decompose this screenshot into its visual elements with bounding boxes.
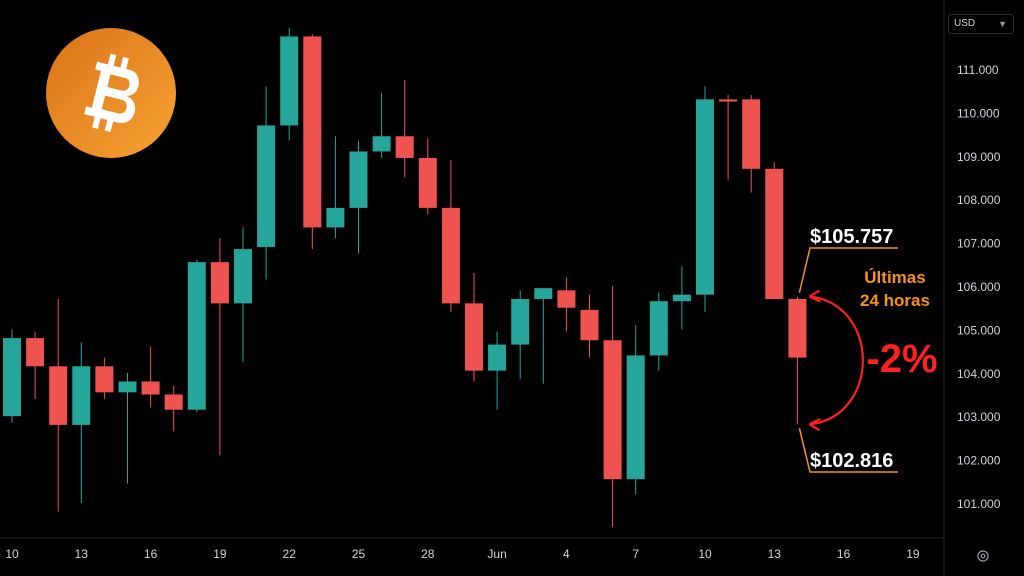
candle-body [788, 299, 807, 358]
y-tick-label: 111.000 [957, 63, 999, 77]
candle-body [672, 294, 691, 302]
x-tick-label: 13 [768, 547, 782, 561]
candle-body [3, 338, 21, 417]
x-tick-label: 4 [563, 547, 570, 561]
y-tick-label: 101.000 [957, 497, 1001, 511]
candle-body [95, 366, 114, 393]
y-tick-label: 108.000 [957, 193, 1001, 207]
candle-body [49, 366, 68, 425]
candle-body [164, 394, 183, 410]
candle-body [257, 125, 276, 247]
period-label-line2: 24 horas [860, 291, 930, 310]
x-tick-label: 19 [213, 547, 227, 561]
candle-body [26, 338, 45, 367]
gear-icon[interactable] [976, 549, 990, 563]
change-arrowhead-top [808, 289, 821, 303]
period-label-line1: Últimas [864, 268, 925, 287]
high-price-label: $105.757 [810, 226, 893, 248]
candle-body [488, 344, 507, 371]
candle-body [280, 36, 299, 126]
candle-body [372, 136, 391, 152]
candle-body [511, 299, 530, 345]
y-tick-label: 110.000 [957, 106, 1000, 120]
candle-body [141, 381, 160, 395]
candle-body [234, 249, 252, 304]
x-tick-label: 10 [698, 547, 712, 561]
candle-body [719, 99, 738, 102]
candle-body [742, 99, 761, 169]
y-tick-label: 104.000 [957, 367, 1001, 381]
x-tick-label: 19 [906, 547, 920, 561]
x-tick-label: 7 [632, 547, 639, 561]
x-tick-label: 10 [5, 547, 19, 561]
candle-body [187, 262, 206, 410]
candle-body [395, 136, 414, 158]
candle-body [626, 355, 645, 480]
candle-body [580, 309, 599, 341]
y-tick-label: 103.000 [957, 410, 1001, 424]
candle-body [118, 381, 137, 393]
candle-body [210, 262, 229, 304]
currency-selector[interactable]: USD ▼ [948, 14, 1014, 34]
x-tick-label: 16 [837, 547, 851, 561]
high-leader-line [798, 247, 898, 293]
candle-body [349, 151, 368, 208]
candle-body [696, 99, 714, 295]
candle-body [649, 301, 668, 356]
x-tick-label: 25 [352, 547, 366, 561]
candle-body [326, 207, 345, 228]
chevron-down-icon: ▼ [998, 19, 1007, 29]
y-tick-label: 106.000 [957, 280, 1001, 294]
low-leader-line [798, 428, 898, 473]
candle-body [72, 366, 91, 425]
candle-body [603, 340, 622, 480]
candle-body [534, 288, 553, 300]
low-price-label: $102.816 [810, 450, 893, 472]
y-tick-label: 105.000 [957, 323, 1001, 337]
candle-body [418, 157, 437, 208]
change-percent-label: -2% [866, 337, 937, 381]
x-tick-label: 16 [144, 547, 158, 561]
y-tick-label: 107.000 [957, 237, 1001, 251]
candle-body [557, 290, 576, 308]
x-tick-label: 13 [75, 547, 89, 561]
x-tick-label: 28 [421, 547, 435, 561]
currency-label: USD [954, 18, 976, 29]
candle-body [465, 303, 483, 371]
candle-body [303, 36, 322, 228]
candle-body [765, 168, 784, 300]
change-arrow [811, 295, 864, 426]
y-tick-label: 102.000 [957, 454, 1001, 468]
change-arrowhead-bottom [808, 418, 821, 432]
x-tick-label: Jun [487, 547, 506, 561]
y-tick-label: 109.000 [957, 150, 1001, 164]
candle-body [441, 207, 460, 304]
x-tick-label: 22 [283, 547, 297, 561]
bitcoin-logo [46, 28, 176, 158]
